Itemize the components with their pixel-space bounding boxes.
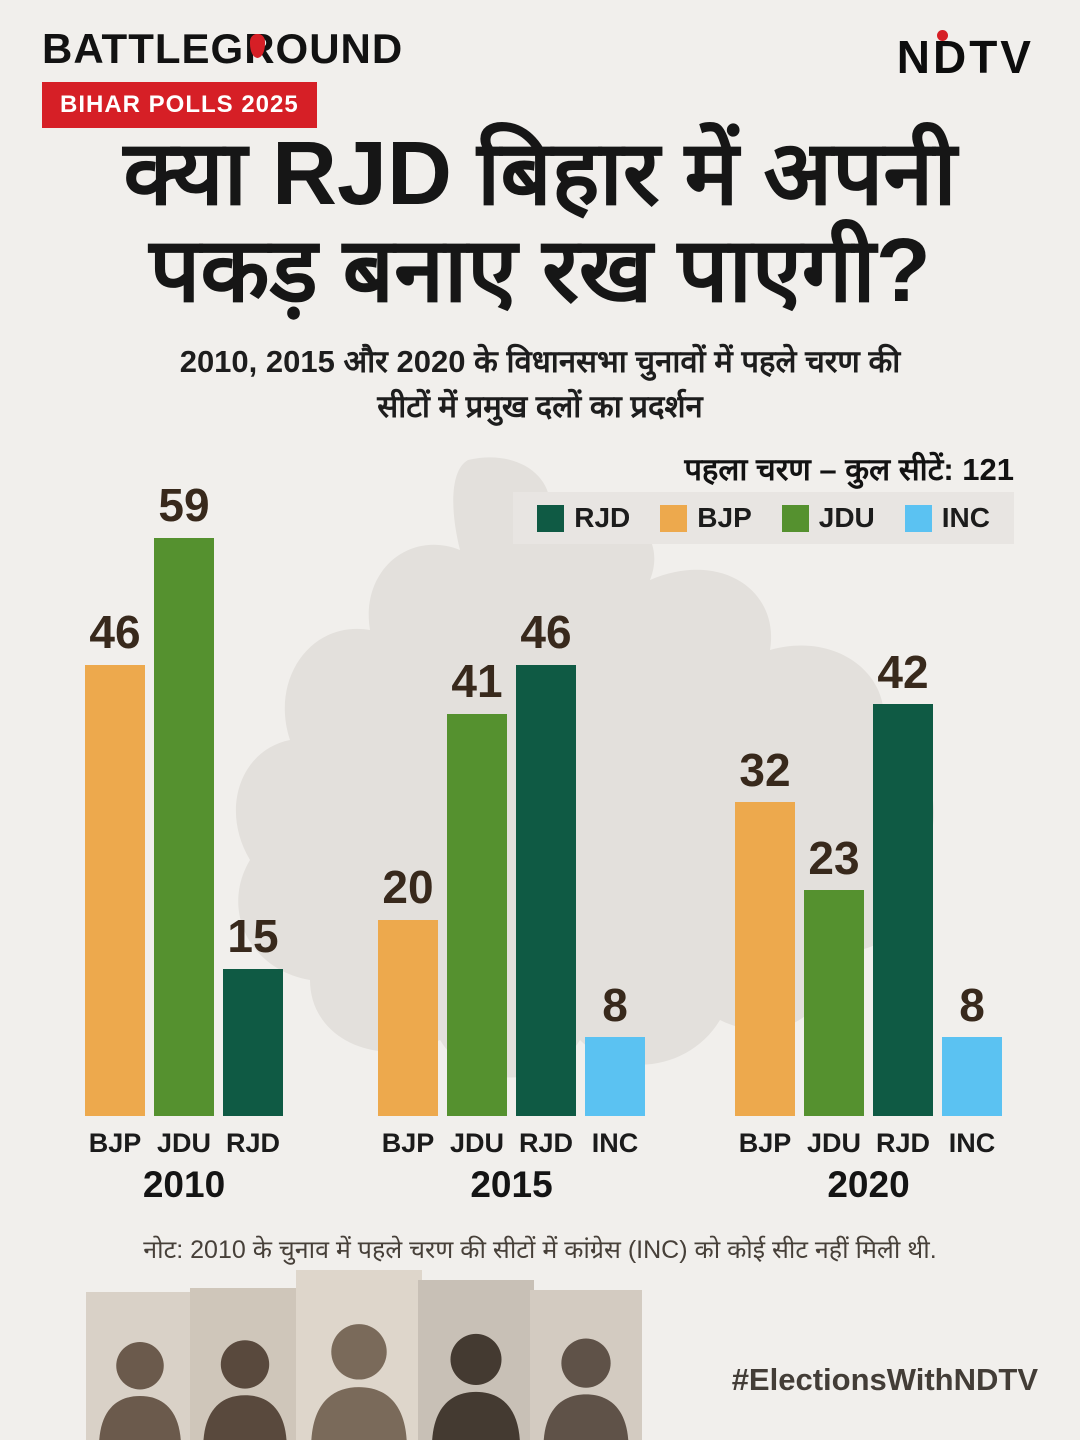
legend-item-BJP: BJP: [660, 502, 752, 534]
header: BATTLEGROUND BIHAR POLLS 2025 NDTV: [42, 28, 1034, 128]
logo-block: BATTLEGROUND BIHAR POLLS 2025: [42, 28, 403, 128]
politician-photo-2: [190, 1288, 300, 1440]
bar-tick-label: RJD: [875, 1127, 930, 1158]
legend-label: INC: [941, 502, 990, 533]
page-subtitle-line1: 2010, 2015 और 2020 के विधानसभा चुनावों म…: [179, 344, 901, 379]
bar-tick-label: RJD: [518, 1127, 573, 1158]
chart-section: पहला चरण – कुल सीटें: 121 RJD BJP JDU INC 4…: [0, 440, 1080, 1220]
bar-rect: [85, 664, 145, 1116]
page-title-line2: पकड़ बनाए रख पाएगी?: [149, 221, 931, 322]
bar-rect: [154, 537, 214, 1116]
page-title-line1: क्या RJD बिहार में अपनी: [123, 124, 957, 224]
bar-tick-label: JDU: [449, 1127, 504, 1158]
legend-item-INC: INC: [904, 502, 990, 534]
person-silhouette: [432, 1334, 520, 1440]
bar-value-label: 23: [808, 831, 860, 884]
bar-RJD-2020: 42 RJD: [873, 645, 933, 1162]
bar-tick-label: JDU: [156, 1127, 211, 1158]
bar-tick-label: BJP: [738, 1127, 792, 1158]
bar-INC-2015: 8 INC: [585, 980, 645, 1162]
legend-swatch-INC: [904, 504, 932, 532]
year-label: 2010: [142, 1163, 226, 1205]
page-subtitle: 2010, 2015 और 2020 के विधानसभा चुनावों म…: [0, 340, 1080, 430]
page-title: क्या RJD बिहार में अपनी पकड़ बनाए रख पाए…: [0, 124, 1080, 322]
battleground-logo-text: BATTLEGROUND: [42, 25, 404, 72]
bar-JDU-2015: 41 JDU: [447, 656, 507, 1161]
year-label: 2015: [470, 1163, 553, 1205]
bar-JDU-2020: 23 JDU: [804, 833, 864, 1162]
bar-value-label: 8: [602, 978, 628, 1031]
bar-BJP-2010: 46 BJP: [85, 607, 145, 1161]
bar-tick-label: INC: [591, 1127, 639, 1158]
bar-BJP-2020: 32 BJP: [735, 743, 795, 1162]
ndtv-red-dot-icon: [936, 30, 948, 41]
chart-title: पहला चरण – कुल सीटें: 121: [684, 452, 1014, 487]
person-silhouette: [99, 1342, 181, 1440]
year-label: 2020: [827, 1163, 910, 1205]
bihar-polls-badge: BIHAR POLLS 2025: [42, 82, 317, 128]
politician-photo-5: [530, 1290, 642, 1440]
ink-drop-icon: [250, 34, 265, 58]
legend-swatch-RJD: [537, 504, 565, 532]
person-silhouette: [203, 1340, 287, 1440]
page-subtitle-line2: सीटों में प्रमुख दलों का प्रदर्शन: [377, 388, 703, 424]
bar-rect: [378, 919, 438, 1116]
bar-value-label: 41: [451, 655, 503, 708]
bar-value-label: 46: [520, 606, 572, 659]
bar-rect: [447, 713, 507, 1116]
politician-photos: [86, 1270, 642, 1440]
bar-tick-label: BJP: [381, 1127, 435, 1158]
bar-group-2020: 32 BJP 23 JDU 42 RJD 8 INC 2020: [735, 645, 1002, 1206]
bar-rect: [735, 802, 795, 1116]
bar-RJD-2010: 15 RJD: [223, 911, 283, 1162]
legend: RJD BJP JDU INC: [513, 492, 1014, 544]
politician-photo-3: [296, 1270, 422, 1440]
legend-item-JDU: JDU: [781, 502, 875, 534]
legend-label: RJD: [574, 502, 631, 533]
bar-rect: [223, 968, 283, 1116]
bar-value-label: 46: [89, 606, 141, 659]
legend-swatch-BJP: [660, 504, 688, 532]
bar-value-label: 32: [739, 743, 791, 796]
bar-group-2010: 46 BJP 59 JDU 15 RJD 2010: [85, 480, 283, 1206]
ndtv-logo: NDTV: [897, 28, 1034, 80]
legend-label: JDU: [818, 502, 875, 533]
legend-label: BJP: [697, 502, 752, 533]
bar-value-label: 8: [959, 978, 985, 1031]
bar-rect: [942, 1037, 1002, 1116]
legend-item-RJD: RJD: [537, 502, 630, 534]
bar-tick-label: INC: [948, 1127, 996, 1158]
bar-tick-label: BJP: [88, 1127, 142, 1158]
bar-RJD-2015: 46 RJD: [516, 607, 576, 1161]
battleground-logo: BATTLEGROUND: [42, 28, 403, 70]
bar-value-label: 15: [227, 910, 279, 963]
footnote: नोट: 2010 के चुनाव में पहले चरण की सीटों…: [143, 1236, 937, 1264]
bar-rect: [585, 1037, 645, 1116]
bar-rect: [804, 890, 864, 1116]
hashtag: #ElectionsWithNDTV: [731, 1362, 1038, 1397]
bar-INC-2020: 8 INC: [942, 980, 1002, 1162]
bar-value-label: 59: [158, 479, 210, 531]
bar-JDU-2010: 59 JDU: [154, 480, 214, 1162]
person-silhouette: [311, 1324, 407, 1440]
ndtv-logo-text: NDTV: [896, 31, 1034, 83]
bar-value-label: 20: [382, 861, 434, 914]
bar-tick-label: RJD: [225, 1127, 280, 1158]
bar-value-label: 42: [877, 645, 929, 698]
bar-chart: 46 BJP 59 JDU 15 RJD 2010 20 BJP 41 JDU 46 RJD 8 INC 20…: [85, 480, 1002, 1206]
bar-tick-label: JDU: [806, 1127, 861, 1158]
bar-rect: [873, 704, 933, 1116]
bar-rect: [516, 664, 576, 1116]
legend-swatch-JDU: [781, 504, 809, 532]
bar-group-2015: 20 BJP 41 JDU 46 RJD 8 INC 2015: [378, 607, 645, 1205]
politician-photo-4: [418, 1280, 534, 1440]
person-silhouette: [543, 1338, 629, 1440]
politician-photo-1: [86, 1292, 194, 1440]
bar-BJP-2015: 20 BJP: [378, 862, 438, 1162]
